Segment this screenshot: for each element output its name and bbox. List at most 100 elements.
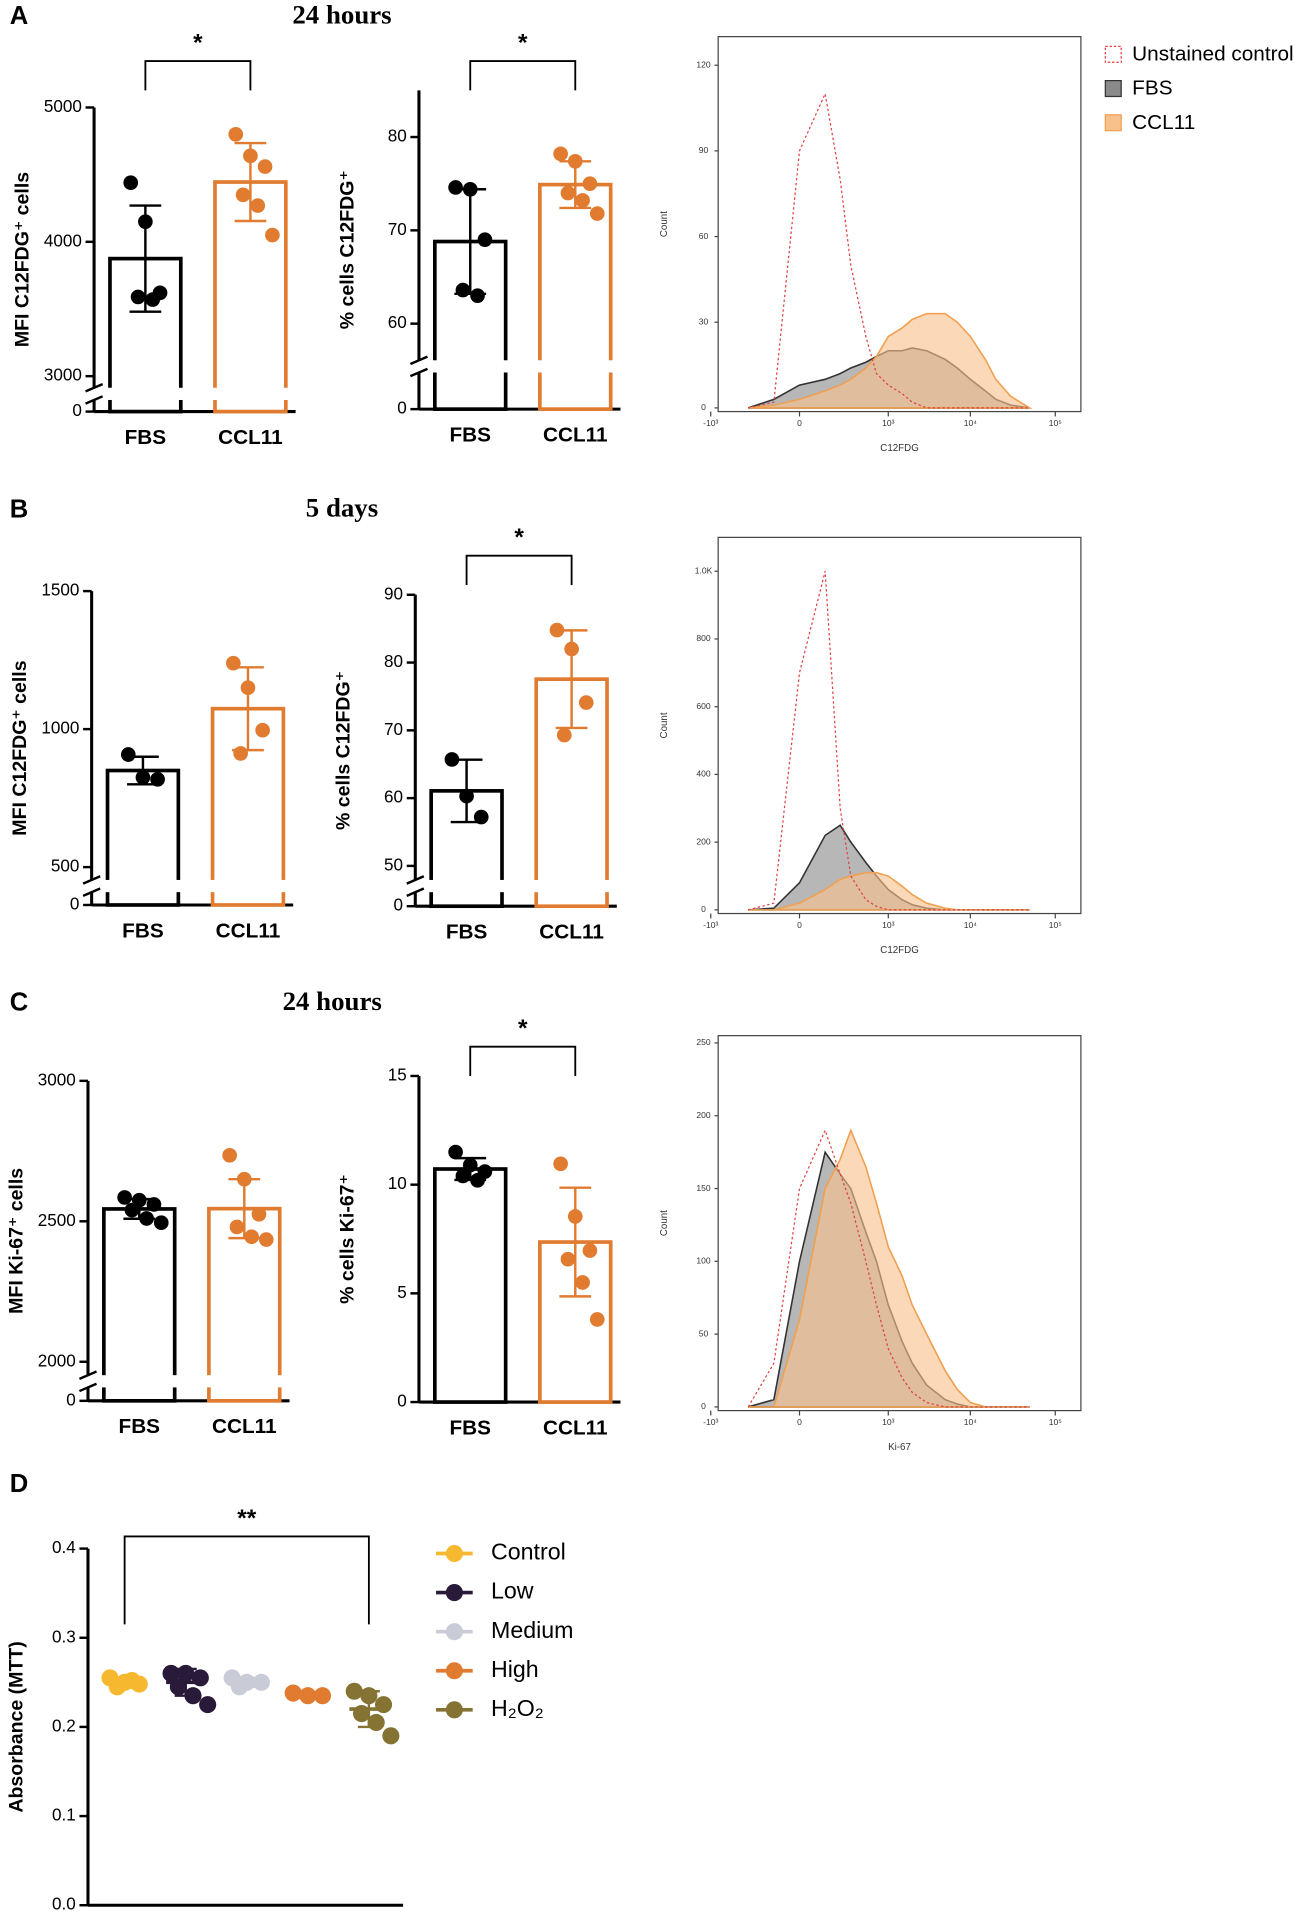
- y-tick-label: 15: [388, 1065, 407, 1084]
- data-point: [345, 1682, 363, 1700]
- y-tick-label: 4000: [44, 231, 82, 250]
- y-tick-label: 1000: [41, 719, 79, 738]
- data-point: [243, 148, 258, 164]
- axis-break: [78, 1370, 98, 1380]
- significance-label: *: [514, 524, 524, 551]
- data-point: [353, 1704, 371, 1723]
- y-tick-label: 0: [394, 896, 404, 915]
- y-tick-label: 3000: [38, 1070, 76, 1089]
- y-tick-label: 90: [699, 145, 709, 155]
- axis-break: [409, 367, 428, 378]
- data-point: [299, 1687, 317, 1705]
- y-tick-label: 100: [696, 1256, 710, 1266]
- y-tick-label: 70: [388, 220, 407, 239]
- panel-title: 5 days: [306, 493, 378, 523]
- y-tick-label: 80: [388, 127, 407, 146]
- data-point: [556, 727, 572, 743]
- data-point: [448, 180, 463, 195]
- data-point: [250, 198, 266, 213]
- y-tick-label: 0: [70, 894, 80, 913]
- y-axis-label: MFI C12FDG⁺ cells: [9, 660, 31, 835]
- data-point: [470, 1172, 485, 1188]
- x-tick-label: CCL11: [539, 921, 604, 944]
- axis-break-gap: [81, 387, 299, 400]
- data-point: [230, 1678, 248, 1696]
- histogram-area: [748, 1128, 1030, 1408]
- axis-break: [85, 395, 104, 405]
- data-point: [146, 1197, 162, 1212]
- y-tick-label: 70: [384, 720, 403, 739]
- x-tick-label: 10⁵: [1049, 1417, 1062, 1427]
- data-point: [313, 1687, 332, 1705]
- y-tick-label: 50: [384, 855, 403, 874]
- x-tick-label: FBS: [446, 921, 488, 944]
- x-tick-label: 10³: [882, 418, 894, 428]
- histogram-line: [748, 571, 1030, 911]
- data-point: [462, 1157, 478, 1173]
- data-point: [448, 1144, 463, 1160]
- data-point: [235, 187, 251, 203]
- data-point: [184, 1687, 202, 1705]
- data-point: [374, 1696, 393, 1714]
- significance-label: *: [518, 1015, 528, 1042]
- plot-frame: [717, 536, 1082, 915]
- x-tick-label: FBS: [449, 1416, 491, 1439]
- y-tick-label: 0: [701, 402, 706, 412]
- legend-label: H₂O₂: [491, 1695, 544, 1721]
- data-point: [284, 1684, 302, 1702]
- y-tick-label: 400: [696, 769, 710, 779]
- data-point: [236, 1171, 252, 1187]
- data-point: [459, 788, 474, 804]
- histogram-line: [747, 1128, 1030, 1408]
- x-tick-label: FBS: [119, 1415, 161, 1438]
- y-tick-label: 80: [384, 652, 403, 671]
- data-point: [229, 1219, 245, 1235]
- y-tick-label: 500: [51, 857, 79, 876]
- data-point: [589, 1312, 605, 1327]
- histogram-area: [748, 312, 1033, 409]
- data-point: [138, 214, 153, 229]
- axis-break: [78, 1382, 98, 1393]
- y-tick-label: 0.3: [52, 1627, 76, 1646]
- axis-break: [82, 887, 101, 897]
- axis-break: [406, 875, 425, 885]
- data-point: [382, 1727, 400, 1745]
- y-axis-label: % cells C12FDG⁺: [333, 671, 355, 830]
- y-tick-label: 30: [699, 316, 709, 326]
- legend-marker: [445, 1544, 463, 1563]
- y-tick-label: 120: [696, 59, 710, 69]
- legend-swatch: [1104, 45, 1122, 63]
- axis-break-gap: [79, 879, 296, 893]
- x-tick-label: CCL11: [212, 1415, 277, 1438]
- data-point: [124, 1202, 140, 1218]
- legend-label: Unstained control: [1132, 42, 1293, 65]
- y-tick-label: 1500: [41, 581, 79, 600]
- plot-frame: [717, 1035, 1082, 1412]
- legend-label: Low: [491, 1578, 534, 1604]
- x-axis-label: Ki-67: [888, 1442, 911, 1453]
- data-point: [222, 1147, 237, 1163]
- y-tick-label: 150: [696, 1183, 710, 1193]
- data-point: [455, 282, 471, 298]
- panel-label: C: [10, 989, 29, 1017]
- x-axis-label: C12FDG: [880, 443, 919, 454]
- data-point: [265, 227, 280, 243]
- data-point: [553, 1156, 568, 1172]
- data-point: [360, 1687, 378, 1705]
- data-point: [477, 232, 493, 247]
- axis-break: [85, 382, 104, 393]
- data-point: [560, 185, 576, 201]
- y-tick-label: 0.2: [52, 1716, 76, 1735]
- data-point: [120, 747, 136, 762]
- y-tick-label: 60: [384, 788, 403, 807]
- data-point: [549, 622, 565, 638]
- x-tick-label: 10⁵: [1049, 418, 1062, 428]
- legend-label: CCL11: [1132, 111, 1195, 134]
- data-point: [455, 1168, 471, 1184]
- panel-label: D: [10, 1470, 29, 1498]
- y-tick-label: 200: [696, 836, 710, 846]
- legend-swatch: [1104, 79, 1122, 98]
- data-point: [255, 722, 270, 738]
- data-point: [233, 746, 248, 761]
